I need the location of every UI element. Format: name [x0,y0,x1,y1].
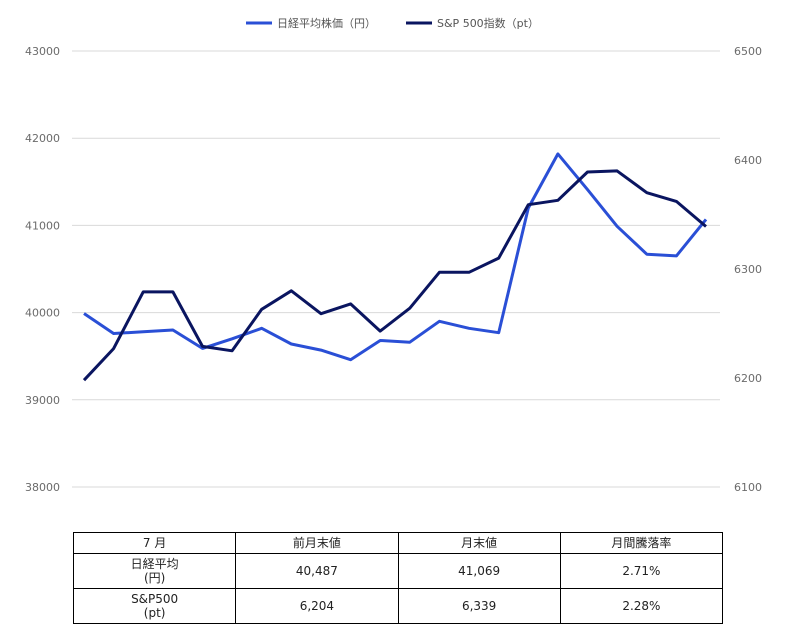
row-label-line2: (pt) [143,606,166,620]
left-tick-label: 39000 [25,394,60,407]
left-tick-label: 42000 [25,132,60,145]
right-tick-label: 6200 [734,372,762,385]
cell-end: 6,339 [397,588,561,624]
right-tick-label: 6500 [734,45,762,58]
header-month: 7 月 [72,532,237,554]
legend-label-nikkei: 日経平均株価（円） [277,16,376,30]
left-tick-label: 40000 [25,307,60,320]
series-line-nikkei [83,152,708,362]
row-label: 日経平均 (円) [72,553,237,589]
left-axis-ticks: 43000 42000 41000 40000 39000 38000 [25,45,60,494]
row-label-line2: (円) [143,571,166,585]
table-header-row: 7 月 前月末値 月末値 月間騰落率 [72,532,724,554]
table-row: S&P500 (pt) 6,204 6,339 2.28% [72,588,724,624]
legend: 日経平均株価（円） S&P 500指数（pt） [246,16,539,30]
summary-table: 7 月 前月末値 月末値 月間騰落率 日経平均 (円) 40,487 41,06… [72,532,724,624]
right-axis-ticks: 6500 6400 6300 6200 6100 [734,45,762,494]
row-label: S&P500 (pt) [72,588,237,624]
legend-label-sp500: S&P 500指数（pt） [437,16,539,30]
row-label-line1: S&P500 [131,592,179,606]
cell-change: 2.71% [559,553,724,589]
cell-prev: 6,204 [235,588,399,624]
cell-end: 41,069 [397,553,561,589]
right-tick-label: 6100 [734,481,762,494]
header-prev-month-end: 前月末値 [235,532,399,554]
cell-change: 2.28% [559,588,724,624]
header-month-end: 月末値 [397,532,561,554]
right-tick-label: 6300 [734,263,762,276]
left-tick-label: 38000 [25,481,60,494]
row-label-line1: 日経平均 [130,557,179,571]
left-tick-label: 41000 [25,219,60,232]
table-row: 日経平均 (円) 40,487 41,069 2.71% [72,553,724,589]
series-line-sp500 [82,169,707,382]
header-monthly-change: 月間騰落率 [559,532,724,554]
gridlines [72,50,720,488]
cell-prev: 40,487 [235,553,399,589]
right-tick-label: 6400 [734,154,762,167]
left-tick-label: 43000 [25,45,60,58]
series-lines [82,152,708,382]
